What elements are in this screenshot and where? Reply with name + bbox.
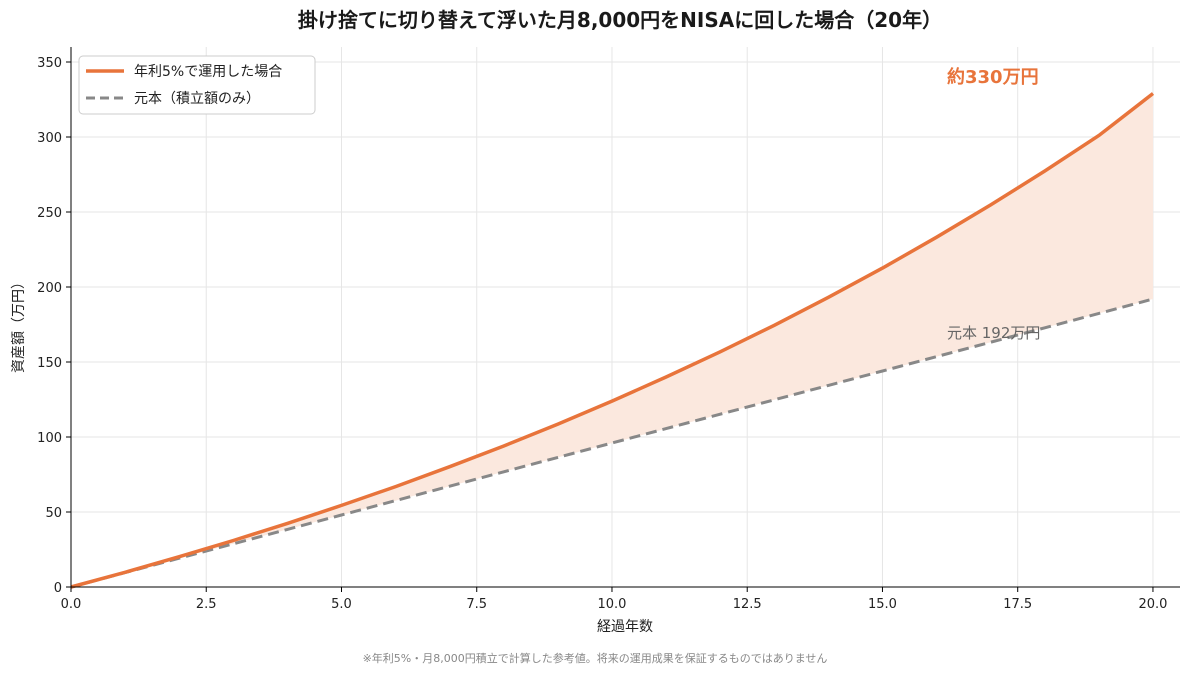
disclaimer-note: ※年利5%・月8,000円積立で計算した参考値。将来の運用成果を保証するものでは… (363, 651, 828, 665)
x-tick-label: 5.0 (331, 597, 352, 612)
x-tick-label: 15.0 (868, 597, 897, 612)
y-tick-label: 200 (37, 281, 62, 296)
chart-title: 掛け捨てに切り替えて浮いた月8,000円をNISAに回した場合（20年） (298, 8, 942, 32)
y-tick-label: 150 (37, 356, 62, 371)
x-axis-title: 経過年数 (597, 619, 653, 635)
y-tick-label: 100 (37, 431, 62, 446)
legend: 年利5%で運用した場合 元本（積立額のみ） (78, 55, 316, 115)
y-tick-label: 350 (37, 56, 62, 71)
legend-label-investment: 年利5%で運用した場合 (134, 64, 282, 80)
y-tick-label: 50 (45, 506, 62, 521)
legend-label-principal: 元本（積立額のみ） (134, 91, 260, 107)
final-value-label: 約330万円 (947, 66, 1039, 88)
y-axis-ticks: 0 50 100 150 200 250 300 350 (37, 56, 71, 596)
series-line-investment (70, 92, 1155, 589)
x-tick-label: 17.5 (1003, 597, 1032, 612)
x-axis-ticks: 0.0 2.5 5.0 7.5 10.0 12.5 15.0 17.5 20.0 (61, 587, 1167, 612)
y-tick-label: 250 (37, 206, 62, 221)
y-axis-title: 資産額（万円） (11, 275, 27, 373)
x-tick-label: 10.0 (597, 597, 626, 612)
x-tick-label: 7.5 (466, 597, 487, 612)
x-tick-label: 0.0 (61, 597, 82, 612)
principal-value-label: 元本 192万円 (947, 324, 1040, 342)
x-tick-label: 2.5 (196, 597, 217, 612)
x-tick-label: 12.5 (733, 597, 762, 612)
x-tick-label: 20.0 (1138, 597, 1167, 612)
gain-fill-area (71, 93, 1153, 587)
y-tick-label: 300 (37, 131, 62, 146)
y-tick-label: 0 (54, 581, 62, 596)
